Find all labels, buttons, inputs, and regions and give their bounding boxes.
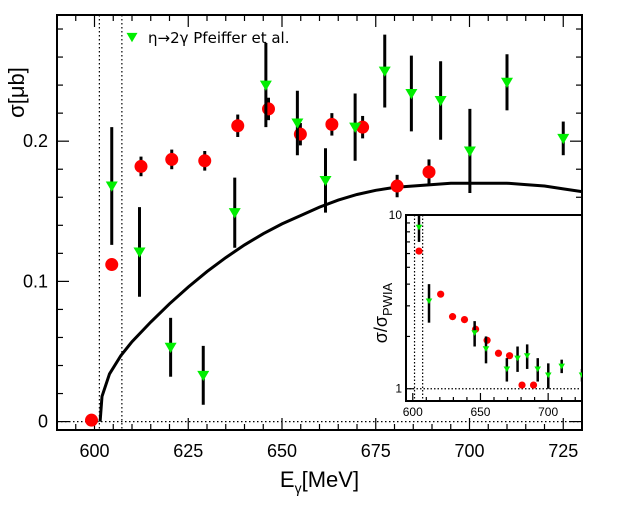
inset-point-triangle — [523, 353, 531, 359]
main-plot-area — [85, 34, 582, 427]
data-point-triangle — [405, 89, 418, 100]
y-axis-title: σ[μb] — [4, 67, 29, 118]
data-point-triangle — [259, 80, 272, 91]
inset-point-triangle — [578, 372, 582, 379]
inset-point-triangle — [415, 224, 423, 231]
y-tick-label: 0.1 — [23, 271, 48, 291]
x-tick-label: 725 — [548, 441, 578, 461]
inset-point-triangle — [534, 366, 542, 373]
data-point-triangle — [557, 133, 570, 145]
inset-y-title-sub: PWIA — [380, 282, 395, 316]
x-tick-label: 600 — [79, 441, 109, 461]
data-point-circle — [262, 102, 275, 116]
inset-y-tick-label: 10 — [389, 208, 403, 222]
theory-curve — [98, 181, 582, 422]
legend: η→2γ Pfeiffer et al. — [126, 29, 290, 47]
inset-point-triangle — [544, 372, 552, 379]
data-point-triangle — [501, 77, 513, 88]
data-point-circle — [390, 179, 404, 193]
x-axis-title-unit: [MeV] — [302, 467, 359, 492]
data-point-triangle — [463, 146, 476, 157]
inset-point-triangle — [471, 330, 478, 336]
inset-plot-area — [415, 215, 582, 389]
x-tick-label: 625 — [173, 441, 203, 461]
inset-x-tick-label: 700 — [538, 405, 558, 419]
inset-point-triangle — [558, 363, 565, 370]
inset-x-tick-label: 600 — [403, 405, 423, 419]
data-point-triangle — [228, 208, 241, 219]
x-tick-label: 650 — [267, 441, 297, 461]
x-axis-title: Eγ[MeV] — [280, 467, 359, 496]
data-point-triangle — [378, 66, 391, 77]
inset-point-circle — [529, 381, 538, 389]
data-point-circle — [293, 127, 307, 141]
y-tick-label: 0.2 — [23, 131, 48, 151]
data-point-circle — [165, 152, 179, 166]
data-point-triangle — [319, 175, 332, 187]
inset-point-triangle — [482, 346, 490, 352]
x-tick-label: 675 — [361, 441, 391, 461]
x-tick-label: 700 — [454, 441, 484, 461]
inset-y-axis-title: σ/σPWIA — [371, 282, 395, 343]
inset-point-circle — [518, 381, 526, 389]
data-point-triangle — [349, 122, 362, 133]
legend-label: η→2γ Pfeiffer et al. — [148, 29, 290, 47]
inset-y-tick-label: 1 — [395, 382, 402, 396]
inset-point-circle — [448, 313, 457, 321]
inset-y-title-main: σ/σ — [371, 316, 391, 343]
inset-plot: 600 650 700 1 10 σ/σPWIA — [371, 208, 583, 419]
data-point-circle — [231, 119, 245, 133]
inset-point-triangle — [425, 298, 433, 305]
data-point-triangle — [105, 181, 118, 192]
data-point-circle — [325, 117, 339, 131]
data-point-triangle — [133, 247, 146, 258]
main-plot: 600 625 650 675 700 725 0 0.1 0.2 Eγ[MeV] σ[μb] η→2… — [4, 14, 583, 496]
inset-frame — [405, 214, 583, 402]
inset-point-circle — [460, 316, 469, 324]
legend-marker — [126, 32, 138, 43]
inset-point-triangle — [503, 366, 511, 373]
inset-point-circle — [505, 352, 514, 360]
inset-point-circle — [437, 290, 445, 298]
inset-point-circle — [494, 349, 503, 357]
data-point-circle — [198, 154, 212, 168]
data-point-triangle — [164, 342, 177, 353]
x-axis-title-sub: γ — [295, 480, 302, 496]
inset-point-triangle — [514, 355, 521, 362]
data-point-triangle — [197, 370, 210, 382]
data-point-triangle — [291, 118, 304, 129]
y-tick-label: 0 — [38, 412, 48, 432]
data-point-circle — [134, 159, 148, 173]
data-point-circle — [85, 413, 98, 427]
x-axis-title-main: E — [280, 467, 295, 492]
data-point-circle — [105, 258, 119, 272]
data-point-circle — [422, 165, 436, 179]
inset-x-tick-label: 650 — [470, 405, 490, 419]
data-point-triangle — [434, 96, 447, 107]
inset-point-circle — [415, 247, 423, 255]
